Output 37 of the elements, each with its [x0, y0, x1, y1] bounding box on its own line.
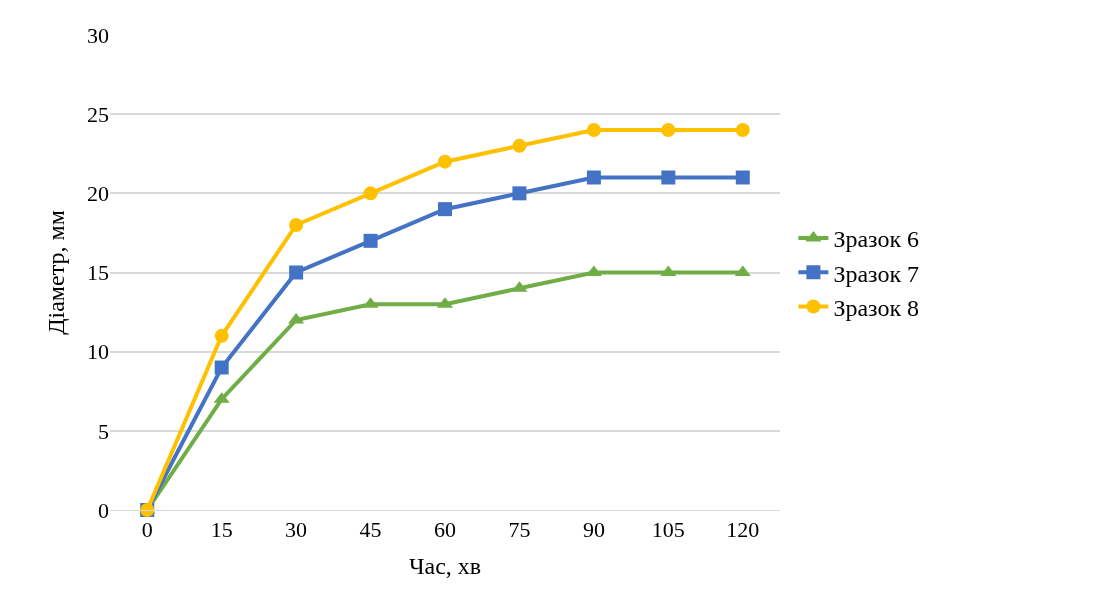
y-axis-title: Діаметр, мм [43, 210, 70, 335]
point [586, 123, 601, 137]
y-tick-label: 0 [98, 497, 109, 523]
x-tick-label: 90 [582, 517, 605, 543]
point [512, 138, 527, 153]
x-tick-label: 15 [210, 517, 233, 543]
y-tick-label: 30 [87, 22, 109, 48]
y-tick-label: 25 [87, 101, 109, 127]
point [214, 328, 229, 343]
legend-label: Зразок 8 [833, 294, 920, 321]
y-tick-label: 15 [87, 260, 109, 286]
point [586, 170, 601, 185]
x-tick-label: 0 [141, 517, 153, 543]
legend-label: Зразок 7 [833, 260, 920, 287]
point [438, 154, 452, 169]
x-tick-label: 60 [434, 517, 456, 543]
x-tick-label: 120 [726, 517, 760, 543]
point [289, 218, 304, 232]
point [735, 170, 750, 185]
point [661, 123, 676, 137]
point [735, 123, 750, 137]
point [438, 202, 452, 217]
point [289, 265, 304, 280]
point [512, 186, 527, 201]
x-tick-label: 45 [359, 517, 382, 543]
point [363, 233, 378, 248]
y-tick-label: 20 [87, 181, 109, 207]
x-tick-label: 75 [508, 517, 531, 543]
x-tick-label: 30 [285, 517, 308, 543]
point [661, 170, 676, 185]
y-tick-label: 10 [87, 339, 109, 365]
point [214, 360, 229, 375]
legend-label: Зразок 6 [833, 226, 920, 253]
y-tick-label: 5 [98, 418, 109, 444]
point [363, 186, 378, 201]
x-tick-label: 105 [651, 517, 685, 543]
x-axis-title: Час, хв [408, 552, 482, 579]
